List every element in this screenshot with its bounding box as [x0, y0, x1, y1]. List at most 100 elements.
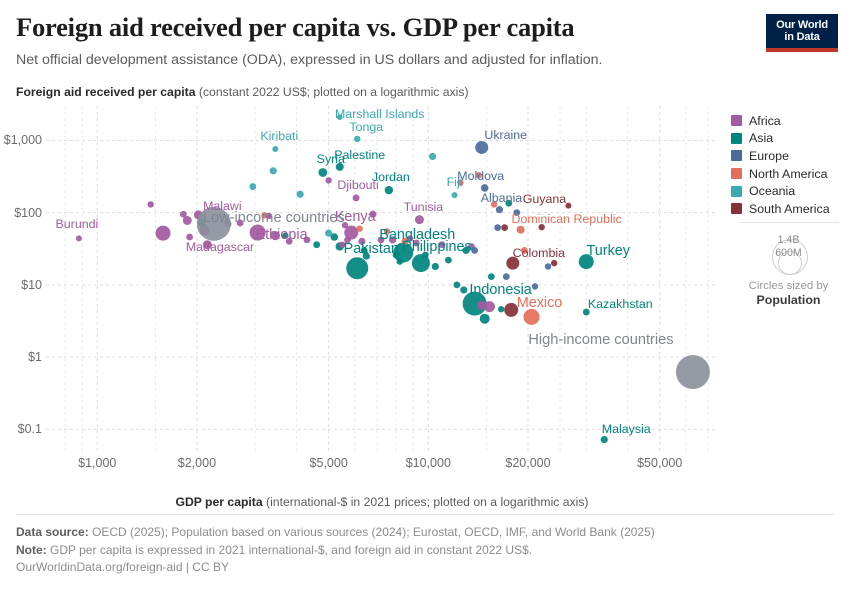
data-point[interactable] — [520, 247, 528, 254]
data-point[interactable] — [401, 237, 409, 245]
data-point-moldova[interactable] — [480, 184, 489, 192]
data-point[interactable] — [296, 190, 304, 198]
data-point[interactable] — [453, 281, 461, 289]
data-point[interactable] — [325, 177, 332, 184]
data-point[interactable] — [313, 241, 321, 249]
owid-logo[interactable]: Our World in Data — [766, 14, 838, 52]
data-point[interactable] — [445, 256, 452, 264]
data-point-pakistan[interactable] — [346, 257, 369, 280]
data-point[interactable] — [362, 252, 370, 260]
data-point[interactable] — [422, 251, 429, 259]
data-point[interactable] — [236, 219, 244, 227]
legend-item-asia[interactable]: Asia — [731, 130, 846, 148]
data-point-burundi[interactable] — [75, 235, 82, 242]
data-point-kazakhstan[interactable] — [582, 308, 590, 316]
data-point[interactable] — [550, 259, 558, 267]
data-point-dominican-republic[interactable] — [516, 225, 525, 234]
data-point-ethiopia[interactable] — [249, 224, 266, 241]
data-point[interactable] — [513, 209, 521, 217]
data-point[interactable] — [369, 210, 377, 218]
data-point[interactable] — [497, 306, 505, 313]
data-point-kiribati[interactable] — [272, 146, 279, 153]
data-point[interactable] — [282, 232, 289, 239]
data-point[interactable] — [544, 263, 552, 270]
data-point[interactable] — [531, 283, 539, 290]
data-point-mexico[interactable] — [523, 308, 540, 325]
data-point[interactable] — [356, 225, 363, 232]
data-point-jordan[interactable] — [384, 185, 394, 195]
data-point[interactable] — [389, 236, 397, 244]
data-point[interactable] — [155, 225, 171, 241]
scatter-plot-area[interactable]: Burundi Malawi Madagascar Ethiopia Kenya Kiri… — [46, 106, 718, 451]
data-point[interactable] — [147, 201, 154, 208]
data-point[interactable] — [504, 302, 519, 317]
data-point[interactable] — [457, 179, 464, 186]
data-point-albania[interactable] — [495, 206, 504, 214]
continent-legend[interactable]: Africa Asia Europe North America Oceania Sout… — [731, 112, 846, 218]
data-point[interactable] — [179, 210, 187, 218]
data-point-philippines[interactable] — [411, 254, 430, 273]
data-point[interactable] — [330, 233, 339, 241]
data-point[interactable] — [477, 300, 487, 310]
data-point[interactable] — [471, 247, 479, 254]
legend-item-south-america[interactable]: South America — [731, 200, 846, 218]
data-point[interactable] — [269, 167, 277, 175]
data-point[interactable] — [490, 201, 498, 208]
legend-item-north-america[interactable]: North America — [731, 165, 846, 183]
data-point[interactable] — [431, 262, 439, 271]
data-point[interactable] — [339, 241, 346, 248]
data-point[interactable] — [502, 273, 510, 281]
data-point[interactable] — [487, 273, 495, 281]
data-point-tonga[interactable] — [354, 135, 361, 143]
data-point[interactable] — [186, 233, 193, 241]
data-point[interactable] — [412, 239, 420, 247]
data-point[interactable] — [538, 223, 545, 231]
data-point[interactable] — [325, 229, 333, 237]
data-point-palestine[interactable] — [335, 162, 344, 171]
data-point[interactable] — [270, 231, 280, 241]
data-point[interactable] — [483, 301, 495, 313]
data-point[interactable] — [383, 228, 391, 235]
aggregate-point-high-income-countries[interactable] — [675, 355, 710, 390]
data-point-marshall-islands[interactable] — [336, 114, 343, 120]
data-point[interactable] — [479, 313, 490, 324]
data-point-guyana[interactable] — [565, 202, 572, 209]
data-point[interactable] — [501, 224, 509, 232]
data-point[interactable] — [377, 236, 385, 244]
data-point[interactable] — [202, 240, 212, 250]
data-point[interactable] — [428, 152, 437, 161]
data-point[interactable] — [285, 237, 293, 245]
data-point[interactable] — [462, 246, 470, 255]
data-point-colombia[interactable] — [506, 256, 520, 270]
data-point[interactable] — [475, 172, 482, 179]
data-point-djibouti[interactable] — [352, 194, 360, 202]
data-point-kenya[interactable] — [344, 225, 359, 240]
data-point[interactable] — [460, 286, 468, 294]
data-point[interactable] — [360, 247, 368, 254]
data-point[interactable] — [182, 215, 192, 225]
data-point[interactable] — [505, 199, 513, 207]
data-point-tunisia[interactable] — [414, 215, 424, 225]
data-point[interactable] — [494, 224, 502, 232]
data-point[interactable] — [406, 235, 414, 242]
data-point[interactable] — [265, 212, 273, 220]
data-point-syria[interactable] — [318, 168, 328, 177]
aggregate-point-low-income-countries[interactable] — [196, 206, 231, 241]
footer-note-text: GDP per capita is expressed in 2021 inte… — [50, 542, 533, 557]
data-point[interactable] — [438, 241, 446, 249]
data-point[interactable] — [358, 237, 366, 245]
data-point-turkey[interactable] — [578, 254, 594, 270]
data-point[interactable] — [303, 236, 311, 244]
data-point[interactable] — [396, 258, 403, 265]
data-point[interactable] — [344, 236, 351, 244]
legend-item-oceania[interactable]: Oceania — [731, 182, 846, 200]
data-point[interactable] — [341, 222, 349, 229]
data-point-ukraine[interactable] — [475, 140, 489, 154]
data-point-malaysia[interactable] — [600, 435, 608, 444]
data-point[interactable] — [392, 251, 400, 259]
data-point-fiji[interactable] — [451, 192, 458, 199]
footer-license[interactable]: OurWorldinData.org/foreign-aid | CC BY — [16, 560, 229, 574]
legend-item-europe[interactable]: Europe — [731, 147, 846, 165]
legend-item-africa[interactable]: Africa — [731, 112, 846, 130]
data-point[interactable] — [249, 183, 257, 190]
